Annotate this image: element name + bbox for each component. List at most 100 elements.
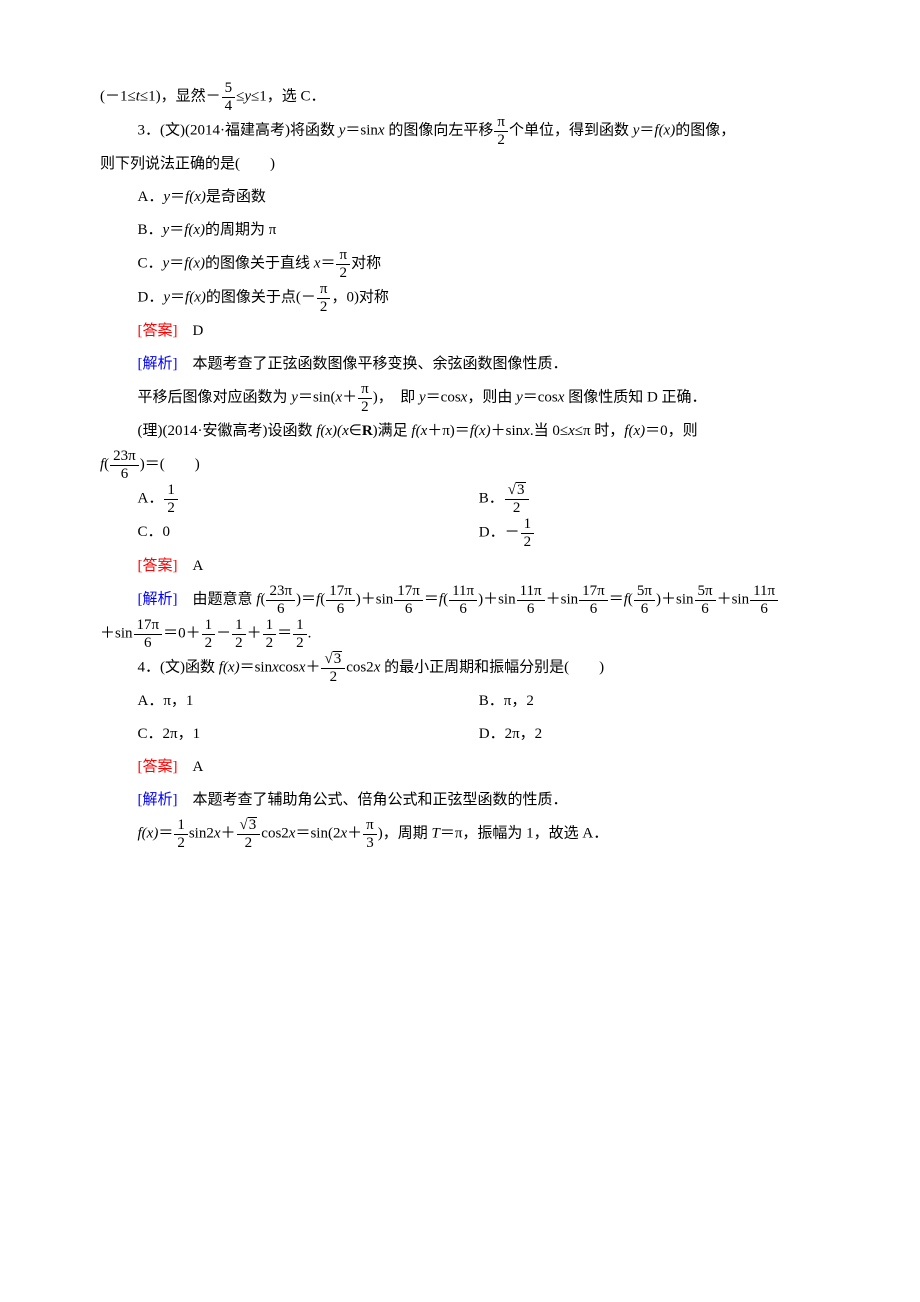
frac: 12 bbox=[202, 617, 216, 651]
frac: 54 bbox=[222, 80, 236, 114]
text: ＝ bbox=[639, 122, 654, 138]
q3-choice-d: D．y＝f(x)的图像关于点(－π2，0)对称 bbox=[100, 281, 820, 315]
q4-choice-d: D．2π，2 bbox=[479, 718, 820, 751]
label: A． bbox=[138, 490, 164, 506]
label: B． bbox=[479, 490, 504, 506]
text: ＝0＋ bbox=[163, 625, 201, 641]
answer-label: [答案] bbox=[138, 759, 178, 775]
text: ＝ bbox=[609, 591, 624, 607]
label: D．－ bbox=[479, 524, 520, 540]
q3-answer: [答案] D bbox=[100, 315, 820, 348]
text: 的图像， bbox=[675, 122, 735, 138]
q4-stem: 4．(文)函数 f(x)＝sinxcosx＋32cos2x 的最小正周期和振幅分… bbox=[100, 651, 820, 685]
q4-analysis-line1: [解析] 本题考查了辅助角公式、倍角公式和正弦型函数的性质． bbox=[100, 784, 820, 817]
text: ＋ bbox=[247, 625, 262, 641]
frac: 12 bbox=[164, 482, 178, 516]
analysis-label: [解析] bbox=[138, 591, 178, 607]
intro-line: (－1≤t≤1)，显然－54≤y≤1，选 C． bbox=[100, 80, 820, 114]
frac: π3 bbox=[363, 817, 377, 851]
frac: 32 bbox=[237, 817, 261, 851]
text: 3．(文)(2014·福建高考)将函数 bbox=[138, 122, 339, 138]
frac: 12 bbox=[232, 617, 246, 651]
text: ，0)对称 bbox=[331, 289, 389, 305]
frac: 17π6 bbox=[326, 583, 355, 617]
text: )＋sin bbox=[656, 591, 694, 607]
var: (x)( bbox=[320, 423, 342, 439]
q3-choice-c: C．y＝f(x)的图像关于直线 x＝π2对称 bbox=[100, 247, 820, 281]
text: sin2 bbox=[189, 825, 214, 841]
q3-li-choice-d: D．－12 bbox=[479, 516, 820, 550]
q3-li-choice-a: A．12 bbox=[138, 482, 479, 516]
frac: 23π6 bbox=[266, 583, 295, 617]
text: ＝ bbox=[277, 625, 292, 641]
text: (理)(2014·安徽高考)设函数 bbox=[138, 423, 317, 439]
text: ＝ bbox=[170, 189, 185, 205]
text: 周期 bbox=[398, 825, 432, 841]
text: 4．(文)函数 bbox=[138, 659, 219, 675]
answer-value: A bbox=[178, 759, 204, 775]
q3-li-analysis-line1: [解析] 由题意意 f(23π6)＝f(17π6)＋sin17π6＝f(11π6… bbox=[100, 583, 820, 617]
text: ＝π，振幅为 1，故选 A． bbox=[440, 825, 608, 841]
text: ＝cos bbox=[426, 389, 461, 405]
var: x bbox=[214, 825, 221, 841]
frac: 5π6 bbox=[634, 583, 655, 617]
text: ，则由 bbox=[467, 389, 516, 405]
var: (x) bbox=[474, 423, 491, 439]
text: A．π，1 bbox=[138, 693, 194, 709]
text: . bbox=[308, 625, 312, 641]
q3-li-answer: [答案] A bbox=[100, 550, 820, 583]
text: ＋sin bbox=[491, 423, 524, 439]
frac: 32 bbox=[321, 651, 345, 685]
text: 的图像向左平移 bbox=[385, 122, 494, 138]
q3-choice-a: A．y＝f(x)是奇函数 bbox=[100, 181, 820, 214]
q4-choice-a: A．π，1 bbox=[138, 685, 479, 718]
text: )满足 bbox=[373, 423, 412, 439]
var: T bbox=[432, 825, 440, 841]
text: ＝ bbox=[169, 222, 184, 238]
answer-value: A bbox=[178, 558, 204, 574]
frac: 11π6 bbox=[517, 583, 545, 617]
var: (x) bbox=[189, 289, 206, 305]
text: 由题意意 bbox=[178, 591, 257, 607]
text: ≤1)，显然－ bbox=[140, 88, 221, 104]
text: )＋sin bbox=[356, 591, 394, 607]
frac: 12 bbox=[521, 516, 535, 550]
frac: 17π6 bbox=[394, 583, 423, 617]
var: x bbox=[523, 423, 530, 439]
var: x bbox=[378, 122, 385, 138]
frac: 12 bbox=[293, 617, 307, 651]
text: ＋ bbox=[342, 389, 357, 405]
var: y bbox=[516, 389, 523, 405]
text: ( bbox=[260, 591, 265, 607]
text: 对称 bbox=[351, 255, 381, 271]
set-R: R bbox=[362, 423, 373, 439]
text: ＝ bbox=[301, 591, 316, 607]
q3-li-choice-c: C．0 bbox=[138, 516, 479, 550]
text: ＝sin bbox=[345, 122, 378, 138]
q3-li-choice-b: B．32 bbox=[479, 482, 820, 516]
text: )， bbox=[378, 825, 398, 841]
frac: 23π6 bbox=[110, 448, 139, 482]
var: (x) bbox=[188, 222, 205, 238]
frac: 12 bbox=[174, 817, 188, 851]
q3-analysis-line1: [解析] 本题考查了正弦函数图像平移变换、余弦函数图像性质． bbox=[100, 348, 820, 381]
q3-li-analysis-line2: ＋sin17π6＝0＋12－12＋12＝12. bbox=[100, 617, 820, 651]
var: (x) bbox=[628, 423, 645, 439]
analysis-label: [解析] bbox=[138, 356, 178, 372]
var: (x) bbox=[189, 189, 206, 205]
frac: 32 bbox=[505, 482, 529, 516]
text: 本题考查了正弦函数图像平移变换、余弦函数图像性质． bbox=[178, 356, 568, 372]
text: 本题考查了辅助角公式、倍角公式和正弦型函数的性质． bbox=[178, 792, 568, 808]
answer-label: [答案] bbox=[138, 323, 178, 339]
frac: 5π6 bbox=[695, 583, 716, 617]
frac: 17π6 bbox=[579, 583, 608, 617]
q3-li-choices-row2: C．0 D．－12 bbox=[100, 516, 820, 550]
q3-analysis-line2: 平移后图像对应函数为 y＝sin(x＋π2)， 即 y＝cosx，则由 y＝co… bbox=[100, 381, 820, 415]
text: cos2 bbox=[346, 659, 374, 675]
label: C． bbox=[138, 255, 163, 271]
text: ≤π 时， bbox=[575, 423, 625, 439]
text: － bbox=[216, 625, 231, 641]
text: B．π，2 bbox=[479, 693, 534, 709]
frac: 11π6 bbox=[750, 583, 778, 617]
text: ＝ bbox=[170, 289, 185, 305]
